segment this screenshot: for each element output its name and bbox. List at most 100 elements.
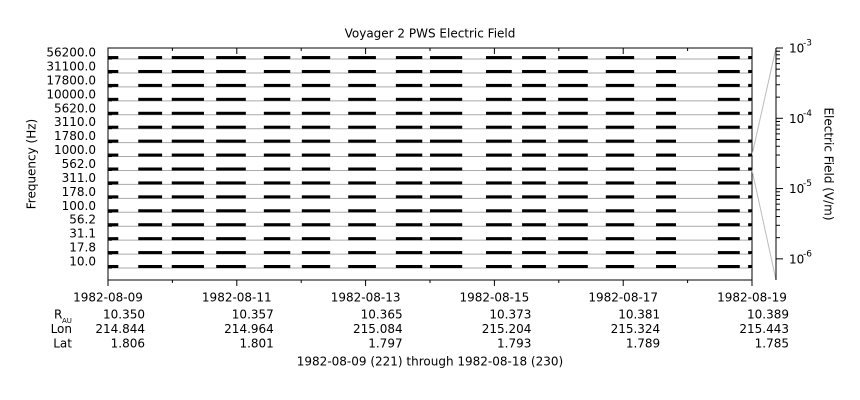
data-segment [717,56,740,60]
data-segment [748,209,752,213]
ephemeris-value: 10.389 [747,308,789,322]
data-segment [558,111,588,115]
ephemeris-value: 1.806 [111,337,145,351]
data-segment [138,251,163,255]
data-segment [216,209,246,213]
data-segment [717,237,740,241]
y-tick-label: 562.0 [62,157,96,171]
data-segment [301,83,331,87]
data-segment [216,125,246,129]
data-segment [748,265,752,268]
data-segment [558,265,588,268]
data-segment [748,223,752,227]
y-tick-label: 56200.0 [46,46,96,60]
data-segment [486,209,512,213]
data-segment [348,139,376,143]
data-segment [558,223,588,227]
data-segment [522,125,546,129]
y2-tick-exponent: -3 [803,39,812,49]
data-segment [395,167,423,171]
data-segment [522,139,546,143]
colorbar-link [751,47,777,156]
data-segment [430,237,463,241]
data-segment [395,153,423,157]
data-segment [108,251,119,255]
y-tick-label: 3110.0 [54,115,96,129]
data-segment [171,181,204,185]
ephemeris-value: 215.084 [353,322,403,336]
data-segment [171,83,204,87]
data-segment [395,181,423,185]
data-segment [216,83,246,87]
data-segment [263,139,291,143]
data-segment [656,125,677,129]
data-segment [348,125,376,129]
data-segment [348,111,376,115]
data-segment [301,69,331,73]
y-tick-label: 5620.0 [54,101,96,115]
ephemeris-value: 215.204 [482,322,532,336]
data-segment [108,69,119,73]
data-segment [522,56,546,60]
data-segment [656,223,677,227]
data-segment [108,97,119,101]
data-segment [395,69,423,73]
data-segment [138,69,163,73]
data-segment [138,209,163,213]
data-segment [605,83,635,87]
data-segment [486,56,512,60]
data-segment [522,167,546,171]
data-segment [717,209,740,213]
y2-axis-label: Electric Field (V/m) [822,107,836,220]
data-segment [748,251,752,255]
data-segment [605,125,635,129]
data-segment [301,209,331,213]
y-tick-label: 56.2 [69,213,96,227]
data-segment [301,237,331,241]
data-segment [263,69,291,73]
data-segment [348,83,376,87]
data-segment [108,111,119,115]
data-segment [558,69,588,73]
data-segment [605,265,635,268]
data-segment [558,153,588,157]
data-segment [171,97,204,101]
data-segment [348,209,376,213]
data-segment [171,167,204,171]
ephemeris-subscript: AU [62,317,72,325]
ephemeris-label: R [54,308,62,322]
data-segment [558,125,588,129]
data-segment [486,125,512,129]
data-segment [171,223,204,227]
data-segment [171,251,204,255]
data-segment [263,125,291,129]
chart-title: Voyager 2 PWS Electric Field [345,27,516,41]
data-segment [138,111,163,115]
data-segment [348,97,376,101]
data-segment [486,237,512,241]
y-tick-label: 100.0 [62,199,96,213]
data-segment [748,237,752,241]
data-segment [216,181,246,185]
ephemeris-value: 1.797 [368,337,402,351]
x-tick-label: 1982-08-13 [331,291,401,305]
y-tick-label: 311.0 [62,171,96,185]
data-segment [656,111,677,115]
y-tick-label: 1000.0 [54,143,96,157]
ephemeris-label: Lat [53,337,72,351]
ephemeris-value: 10.357 [232,308,274,322]
data-segment [395,209,423,213]
data-segment [605,181,635,185]
data-segment [108,195,119,199]
data-segment [748,195,752,199]
data-segment [301,125,331,129]
data-segment [138,223,163,227]
data-segment [171,209,204,213]
data-segment [395,97,423,101]
data-segment [301,56,331,60]
data-segment [301,195,331,199]
y-tick-label: 17.8 [69,241,96,255]
data-segment [717,265,740,268]
data-segment [348,265,376,268]
y-tick-label: 31100.0 [46,59,96,73]
